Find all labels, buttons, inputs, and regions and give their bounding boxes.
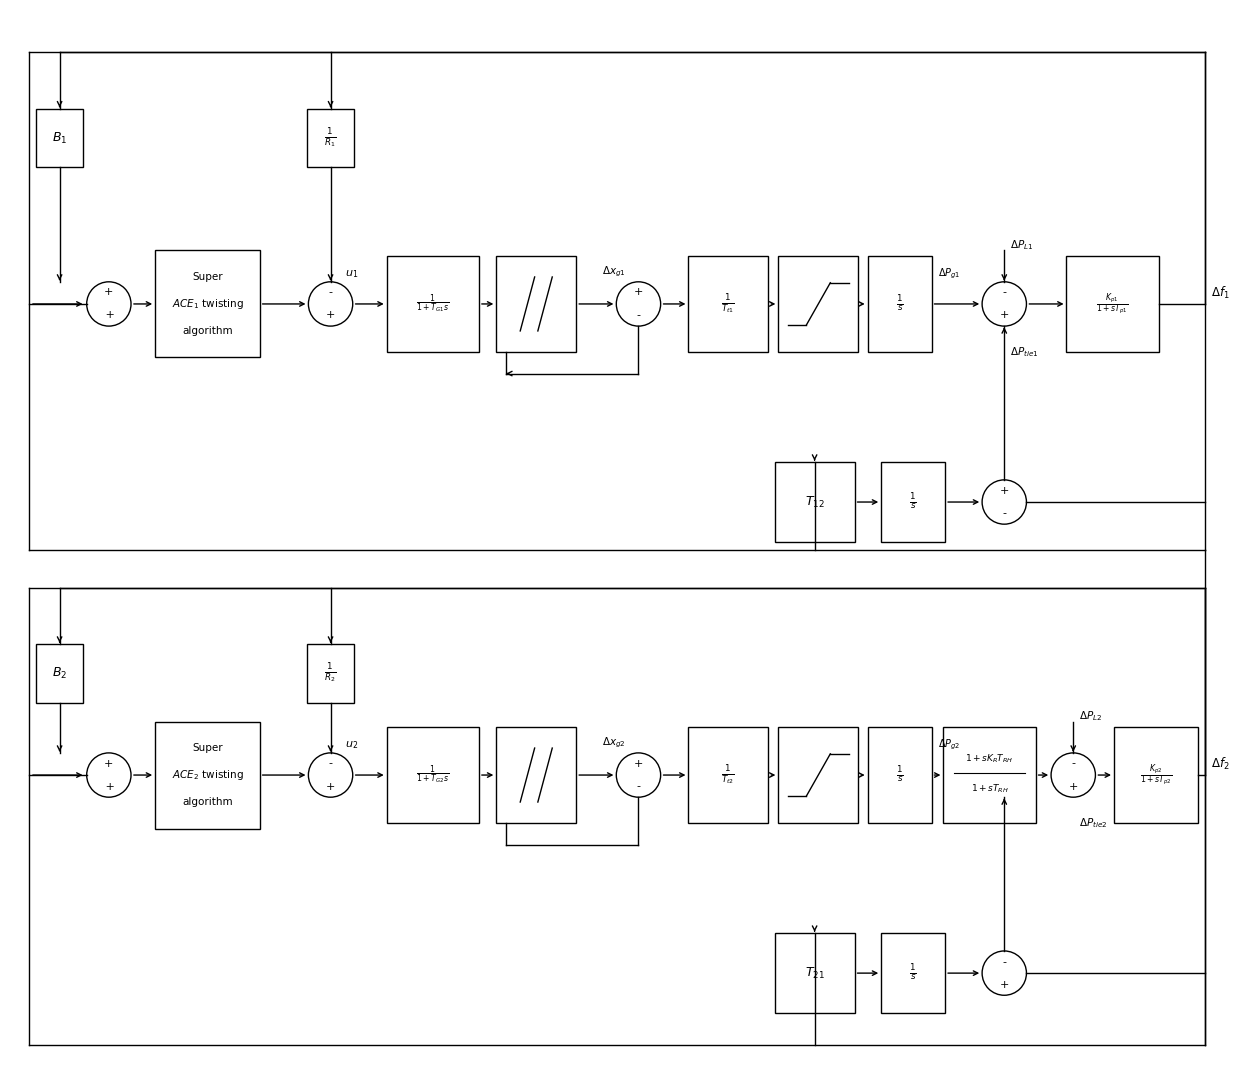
Bar	[155, 722, 259, 829]
Text: $\Delta f_2$: $\Delta f_2$	[1211, 756, 1230, 773]
Text: $\Delta P_{L1}$: $\Delta P_{L1}$	[1011, 238, 1034, 252]
Text: +: +	[104, 759, 114, 768]
Bar	[779, 256, 858, 352]
Bar	[688, 256, 769, 352]
Ellipse shape	[309, 753, 352, 797]
Text: $\Delta x_{g2}$: $\Delta x_{g2}$	[603, 736, 626, 750]
Text: -: -	[1002, 957, 1007, 967]
Text: $ACE_1$ twisting: $ACE_1$ twisting	[171, 297, 243, 311]
Bar	[308, 109, 353, 167]
Bar	[868, 727, 931, 823]
Text: $1+sT_{RH}$: $1+sT_{RH}$	[971, 782, 1008, 795]
Bar	[882, 462, 945, 542]
Text: +: +	[999, 486, 1009, 495]
Text: $\frac{1}{T_{t1}}$: $\frac{1}{T_{t1}}$	[722, 292, 735, 316]
Bar	[1066, 256, 1159, 352]
Ellipse shape	[1052, 753, 1095, 797]
Text: -: -	[636, 781, 641, 792]
Text: $\Delta x_{g1}$: $\Delta x_{g1}$	[603, 264, 626, 279]
Text: +: +	[104, 287, 114, 298]
Text: +: +	[326, 781, 335, 792]
Text: $T_{12}$: $T_{12}$	[805, 494, 825, 509]
Text: $u_2$: $u_2$	[345, 739, 358, 751]
Text: +: +	[634, 287, 644, 298]
Text: +: +	[999, 311, 1009, 320]
Text: Super: Super	[192, 743, 223, 753]
Text: $\frac{K_{p1}}{1+sT_{p1}}$: $\frac{K_{p1}}{1+sT_{p1}}$	[1096, 291, 1128, 317]
Text: $B_2$: $B_2$	[52, 666, 67, 681]
Bar	[779, 727, 858, 823]
Text: algorithm: algorithm	[182, 326, 233, 336]
Bar	[944, 727, 1035, 823]
Ellipse shape	[87, 282, 131, 326]
Bar	[36, 644, 83, 702]
Bar	[868, 256, 931, 352]
Text: $T_{21}$: $T_{21}$	[805, 966, 825, 981]
Ellipse shape	[87, 753, 131, 797]
Text: +: +	[999, 980, 1009, 989]
Text: $\frac{1}{R_1}$: $\frac{1}{R_1}$	[325, 126, 337, 150]
Text: -: -	[329, 759, 332, 768]
Text: $\frac{1}{s}$: $\frac{1}{s}$	[909, 962, 916, 983]
Text: $\frac{1}{R_2}$: $\frac{1}{R_2}$	[325, 661, 337, 685]
Bar	[36, 109, 83, 167]
Text: -: -	[329, 287, 332, 298]
Bar	[308, 644, 353, 702]
Text: $\Delta P_{tie1}$: $\Delta P_{tie1}$	[1011, 345, 1039, 359]
Text: $\Delta P_{L2}$: $\Delta P_{L2}$	[1079, 709, 1102, 723]
Text: $ACE_2$ twisting: $ACE_2$ twisting	[171, 768, 243, 782]
Bar	[387, 256, 479, 352]
Text: $\frac{1}{T_{t2}}$: $\frac{1}{T_{t2}}$	[722, 763, 735, 787]
Ellipse shape	[982, 480, 1027, 524]
Bar	[387, 727, 479, 823]
Bar	[496, 727, 577, 823]
Text: algorithm: algorithm	[182, 796, 233, 807]
Bar	[496, 256, 577, 352]
Text: $u_1$: $u_1$	[345, 268, 358, 279]
Text: $\frac{1}{s}$: $\frac{1}{s}$	[895, 293, 904, 314]
Text: +: +	[634, 759, 644, 768]
Bar	[775, 462, 854, 542]
Bar	[882, 933, 945, 1013]
Bar	[688, 727, 769, 823]
Text: $\Delta P_{tie2}$: $\Delta P_{tie2}$	[1079, 817, 1109, 830]
Text: -: -	[636, 311, 641, 320]
Ellipse shape	[309, 282, 352, 326]
Ellipse shape	[616, 753, 661, 797]
Text: $\Delta P_{g2}$: $\Delta P_{g2}$	[937, 738, 960, 752]
Text: $1+sK_R T_{RH}$: $1+sK_R T_{RH}$	[965, 753, 1014, 765]
Ellipse shape	[616, 282, 661, 326]
Text: +: +	[326, 311, 335, 320]
Text: +: +	[1069, 781, 1078, 792]
Text: $\frac{K_{p2}}{1+sT_{p2}}$: $\frac{K_{p2}}{1+sT_{p2}}$	[1140, 762, 1172, 788]
Bar	[775, 933, 854, 1013]
Text: -: -	[1002, 287, 1007, 298]
Ellipse shape	[982, 951, 1027, 995]
Text: $\frac{1}{1+T_{G1}s}$: $\frac{1}{1+T_{G1}s}$	[417, 292, 449, 315]
Bar	[1114, 727, 1198, 823]
Text: -: -	[1002, 508, 1007, 519]
Bar	[155, 250, 259, 357]
Text: +: +	[103, 781, 115, 792]
Text: $\frac{1}{s}$: $\frac{1}{s}$	[895, 765, 904, 786]
Text: $\frac{1}{s}$: $\frac{1}{s}$	[909, 492, 916, 513]
Text: $\frac{1}{1+T_{G2}s}$: $\frac{1}{1+T_{G2}s}$	[417, 764, 449, 787]
Text: $B_1$: $B_1$	[52, 131, 67, 146]
Text: +: +	[103, 311, 115, 320]
Text: $\Delta f_1$: $\Delta f_1$	[1211, 285, 1230, 301]
Text: $\Delta P_{g1}$: $\Delta P_{g1}$	[937, 267, 960, 282]
Text: -: -	[1071, 759, 1075, 768]
Ellipse shape	[982, 282, 1027, 326]
Text: Super: Super	[192, 272, 223, 283]
